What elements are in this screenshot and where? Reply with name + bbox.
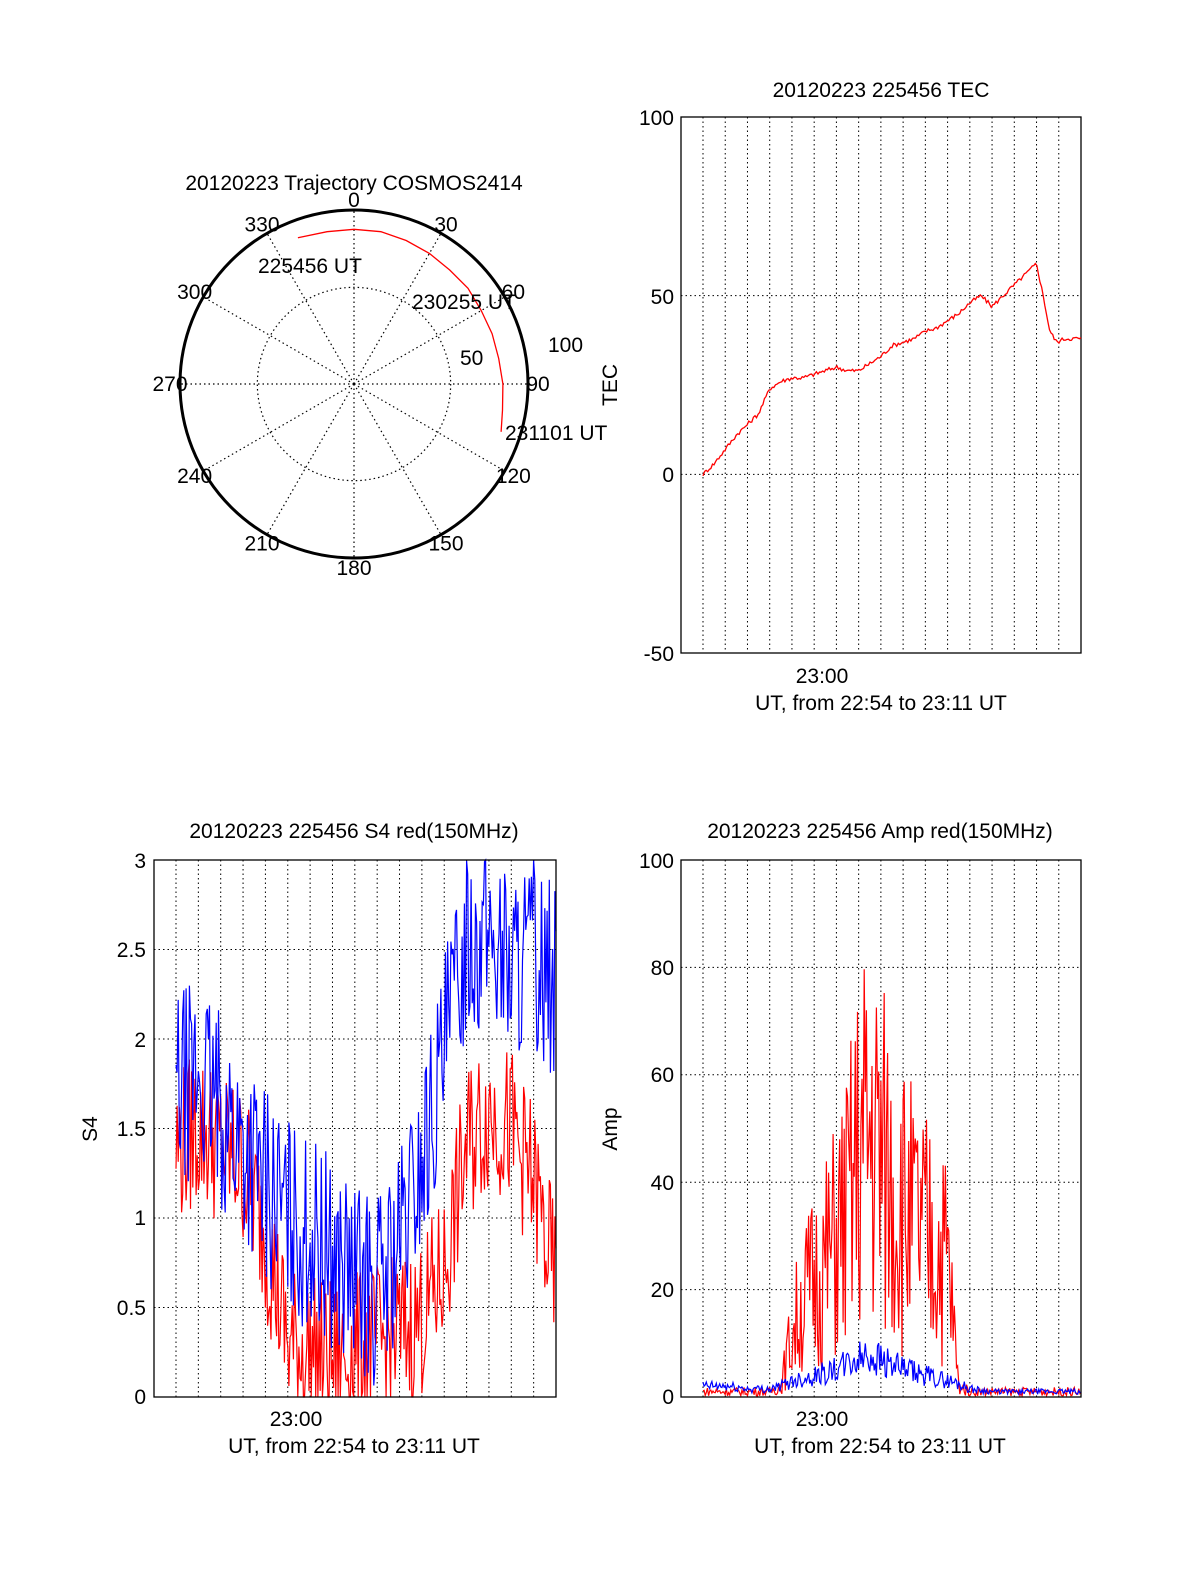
s4-title: 20120223 225456 S4 red(150MHz) — [189, 820, 518, 843]
amp-ytick-40: 40 — [651, 1172, 674, 1195]
s4-ytick-0: 0 — [134, 1386, 146, 1409]
s4-panel: 20120223 225456 S4 red(150MHz) 3 2.5 2 1… — [79, 820, 557, 1458]
polar-azimuth-tick-label: 210 — [244, 532, 279, 555]
tec-xtick-2300: 23:00 — [796, 665, 849, 688]
tec-ytick-100: 100 — [639, 107, 674, 130]
amp-xtick-2300: 23:00 — [796, 1408, 849, 1431]
amp-ytick-80: 80 — [651, 957, 674, 980]
amp-title: 20120223 225456 Amp red(150MHz) — [707, 820, 1053, 843]
amp-plot-frame — [680, 859, 1082, 1398]
s4-xlabel: UT, from 22:54 to 23:11 UT — [228, 1435, 480, 1458]
tec-grid — [681, 117, 1081, 653]
polar-title: 20120223 Trajectory COSMOS2414 — [185, 172, 523, 195]
s4-ytick-1-5: 1.5 — [117, 1118, 146, 1141]
polar-spoke — [266, 383, 355, 535]
s4-ytick-2: 2 — [134, 1029, 146, 1052]
polar-azimuth-tick-label: 300 — [177, 281, 212, 304]
amp-ytick-0: 0 — [662, 1386, 674, 1409]
polar-azimuth-tick-label: 30 — [434, 214, 457, 237]
polar-spoke — [353, 383, 442, 535]
trajectory-start-label: 225456 UT — [258, 255, 362, 278]
amp-panel: 20120223 225456 Amp red(150MHz) 100 80 6… — [599, 820, 1082, 1458]
polar-spoke — [353, 233, 442, 385]
s4-ytick-3: 3 — [134, 850, 146, 873]
amp-blue-series-line — [702, 1341, 1082, 1397]
polar-ring-50 — [256, 286, 452, 482]
tec-ytick-neg50: -50 — [644, 643, 674, 666]
s4-ylabel: S4 — [79, 1116, 102, 1142]
trajectory-end-label: 231101 UT — [505, 422, 608, 445]
tec-ytick-50: 50 — [651, 286, 674, 309]
s4-ytick-1: 1 — [134, 1207, 146, 1230]
polar-spoke — [266, 233, 355, 385]
polar-azimuth-tick-label: 330 — [244, 214, 279, 237]
polar-azimuth-tick-label: 0 — [348, 189, 360, 212]
amp-ytick-20: 20 — [651, 1279, 674, 1302]
polar-outer-ring — [178, 208, 530, 560]
s4-plot-frame — [153, 859, 557, 1398]
polar-ring-label-50: 50 — [460, 347, 483, 370]
tec-ytick-0: 0 — [662, 464, 674, 487]
polar-trajectory-line — [297, 228, 504, 432]
trajectory-mid-label: 230255 UT — [412, 291, 516, 314]
polar-trajectory-panel: 20120223 Trajectory COSMOS2414 0 30 60 90 12… — [152, 172, 607, 580]
tec-panel: 20120223 225456 TEC 100 50 0 -50 23:00 U… — [599, 79, 1082, 715]
polar-azimuth-ticks: 0 30 60 90 120 150 180 210 240 270 300 330 — [152, 189, 549, 580]
tec-series-line — [702, 262, 1082, 477]
polar-azimuth-tick-label: 90 — [526, 373, 549, 396]
polar-spoke — [203, 296, 355, 385]
amp-xlabel: UT, from 22:54 to 23:11 UT — [754, 1435, 1006, 1458]
polar-spoke — [353, 296, 505, 385]
tec-title: 20120223 225456 TEC — [773, 79, 990, 102]
polar-spoke — [203, 383, 355, 472]
tec-ylabel: TEC — [599, 364, 622, 406]
polar-azimuth-tick-label: 120 — [496, 465, 531, 488]
polar-spoke — [353, 383, 505, 472]
amp-ytick-60: 60 — [651, 1064, 674, 1087]
polar-azimuth-tick-label: 150 — [428, 532, 463, 555]
polar-azimuth-tick-label: 240 — [177, 465, 212, 488]
s4-blue-series-line — [175, 858, 557, 1386]
polar-azimuth-tick-label: 270 — [152, 373, 187, 396]
s4-ytick-2-5: 2.5 — [117, 939, 146, 962]
polar-azimuth-tick-label: 180 — [336, 557, 371, 580]
s4-xtick-2300: 23:00 — [270, 1408, 323, 1431]
tec-xlabel: UT, from 22:54 to 23:11 UT — [755, 692, 1007, 715]
tec-plot-frame — [680, 116, 1082, 654]
amp-ytick-100: 100 — [639, 850, 674, 873]
amp-ylabel: Amp — [599, 1107, 622, 1150]
s4-ytick-0-5: 0.5 — [117, 1297, 146, 1320]
amp-grid — [681, 860, 1081, 1397]
polar-azimuth-tick-label: 60 — [502, 281, 525, 304]
polar-ring-label-100: 100 — [548, 334, 583, 357]
polar-grid — [180, 210, 528, 558]
